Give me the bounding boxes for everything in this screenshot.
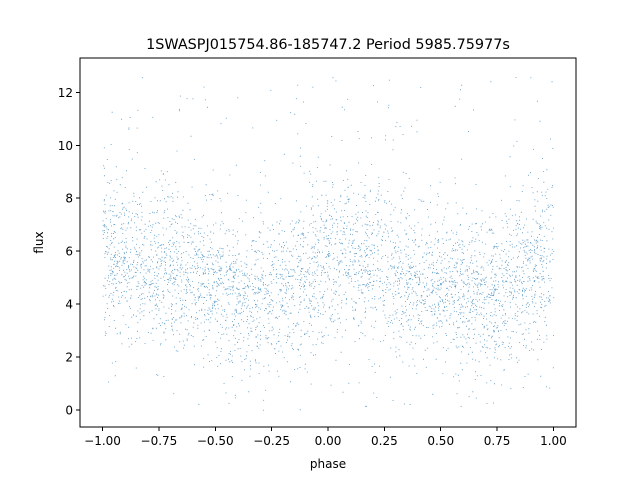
x-tick-label: 0.25 <box>371 434 398 448</box>
x-tick-label: 0.75 <box>484 434 511 448</box>
y-tick-label: 2 <box>65 350 73 364</box>
chart-title: 1SWASPJ015754.86-185747.2 Period 5985.75… <box>146 37 510 53</box>
x-axis-label: phase <box>310 457 346 471</box>
y-axis: 0 2 4 6 8 10 12 <box>58 86 80 417</box>
x-tick-label: −0.75 <box>141 434 178 448</box>
y-tick-label: 0 <box>65 403 73 417</box>
x-tick-label: 1.00 <box>540 434 567 448</box>
x-tick-label: −0.25 <box>253 434 290 448</box>
y-tick-label: 8 <box>65 192 73 206</box>
y-tick-label: 4 <box>65 298 73 312</box>
y-axis-label: flux <box>32 231 46 253</box>
y-tick-label: 10 <box>58 139 73 153</box>
y-tick-label: 6 <box>65 245 73 259</box>
x-tick-label: 0.00 <box>315 434 342 448</box>
x-tick-label: 0.50 <box>427 434 454 448</box>
y-tick-label: 12 <box>58 86 73 100</box>
x-tick-label: −0.50 <box>197 434 234 448</box>
x-axis: −1.00 −0.75 −0.50 −0.25 0.00 0.25 0.50 0.75 1.00 <box>84 427 567 448</box>
x-tick-label: −1.00 <box>84 434 121 448</box>
